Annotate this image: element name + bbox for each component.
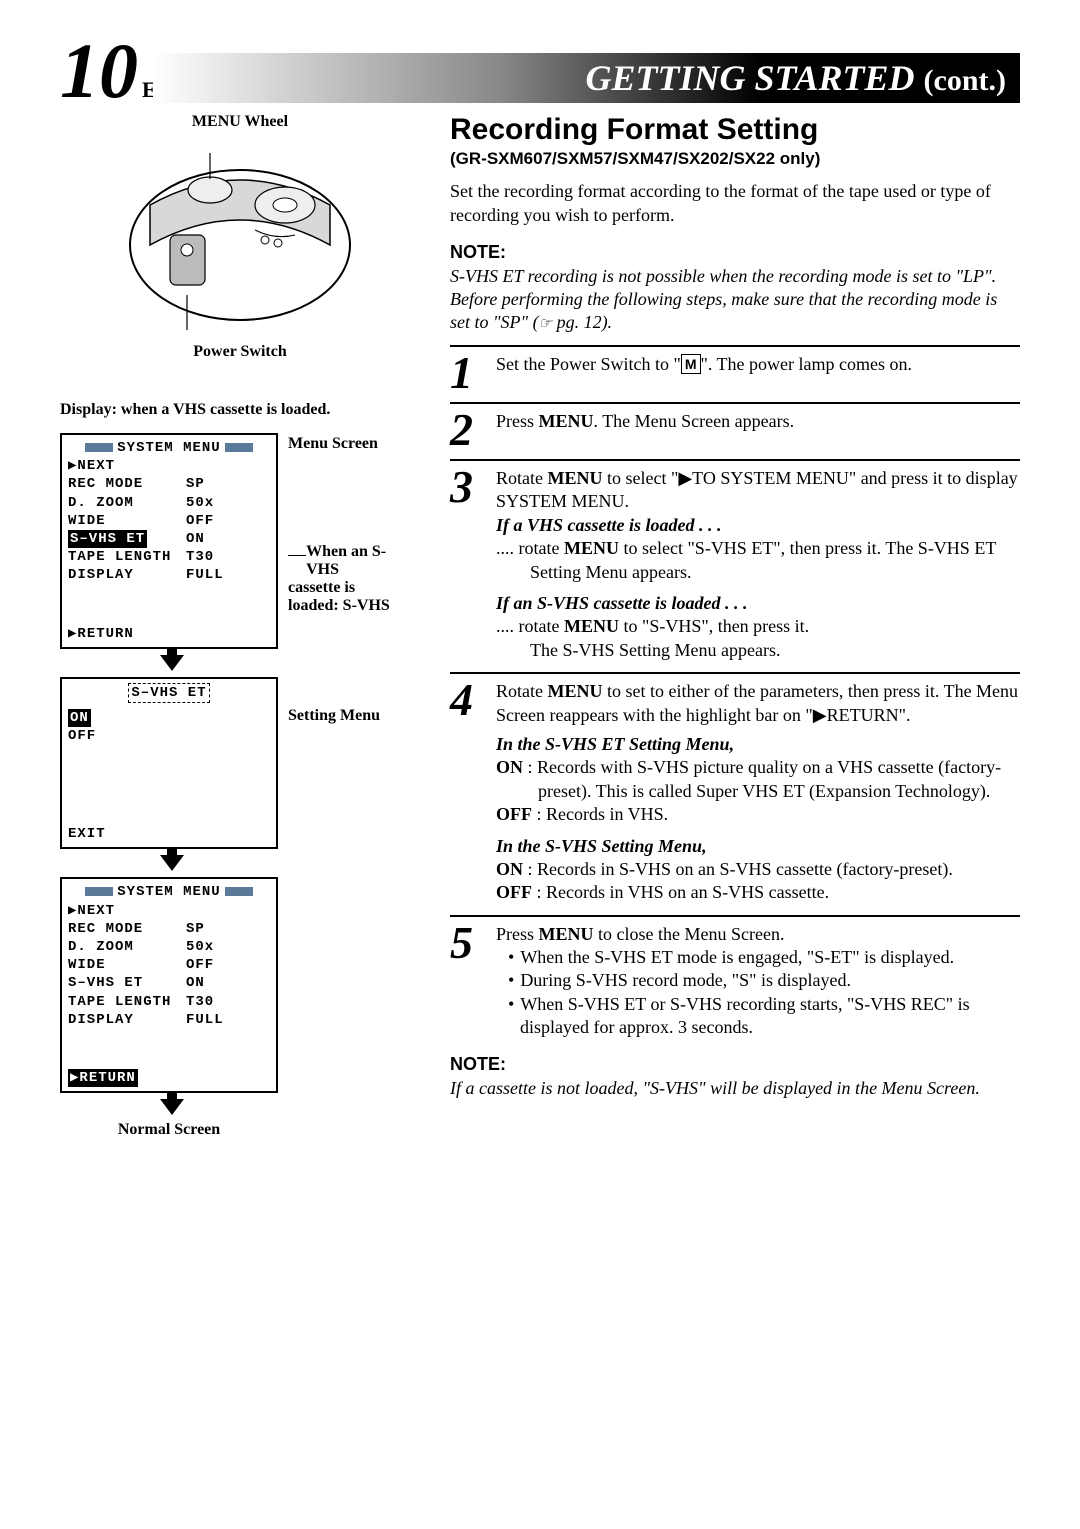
right-column: Recording Format Setting (GR-SXM607/SXM5… [450,113,1020,1143]
step3-vhs-head: If a VHS cassette is loaded . . . [496,514,1020,537]
menu3-r1v: SP [186,920,205,938]
camera-illustration [110,135,370,335]
setting-menu-block: S–VHS ET ON OFF EXIT [60,677,278,850]
menu3-r3k: WIDE [68,956,186,974]
menu-screen-block: SYSTEM MENU ▶NEXT REC MODESP D. ZOOM50x … [60,433,278,649]
step4-et-head: In the S-VHS ET Setting Menu, [496,733,1020,756]
step-5-number: 5 [450,923,486,1040]
section-banner: GETTING STARTED (cont.) [153,53,1020,103]
menu3-r6v: FULL [186,1011,224,1029]
menu3-r2k: D. ZOOM [68,938,186,956]
page-number-value: 10 [60,27,138,114]
step-4-body: Rotate MENU to set to either of the para… [496,680,1020,905]
step5-li1: When the S-VHS ET mode is engaged, "S-ET… [508,946,1020,969]
menu2-title: S–VHS ET [128,683,209,703]
menu2-exit: EXIT [68,825,270,843]
intro-text: Set the recording format according to th… [450,179,1020,228]
normal-screen-block: SYSTEM MENU ▶NEXT REC MODESP D. ZOOM50x … [60,877,278,1093]
note2-body: If a cassette is not loaded, "S-VHS" wil… [450,1077,1020,1100]
menu1-r3k: WIDE [68,512,186,530]
step-5: 5 Press MENU to close the Menu Screen. W… [450,923,1020,1040]
menu3-r3v: OFF [186,956,214,974]
arrow-down-icon [160,655,184,671]
menu3-r5v: T30 [186,993,214,1011]
step-2-body: Press MENU. The Menu Screen appears. [496,410,1020,449]
menu2-on: ON [68,709,91,727]
divider [450,345,1020,347]
divider [450,402,1020,404]
svhs-loaded-note: When an S-VHS cassette is loaded: S-VHS [288,543,408,615]
menu3-r4k: S–VHS ET [68,974,186,992]
menu1-r1v: SP [186,475,205,493]
menu1-r6k: DISPLAY [68,566,186,584]
menu3-r6k: DISPLAY [68,1011,186,1029]
menu1-r4v: ON [186,530,205,548]
menu3-r5k: TAPE LENGTH [68,993,186,1011]
banner-cont: (cont.) [924,64,1006,97]
menu3-title: SYSTEM MENU [113,883,224,901]
step3-svhs-head: If an S-VHS cassette is loaded . . . [496,592,1020,615]
step5-li2: During S-VHS record mode, "S" is display… [508,969,1020,992]
left-column: MENU Wheel Power Switch Display: when a … [60,113,420,1143]
menu1-title: SYSTEM MENU [113,439,224,457]
m-mode-icon: M [681,354,701,374]
menu1-r4k: S–VHS ET [68,530,147,548]
banner-title: GETTING STARTED [585,58,914,98]
menu1-next: ▶NEXT [68,457,270,475]
step-4-number: 4 [450,680,486,905]
menu3-next: ▶NEXT [68,902,270,920]
normal-screen-label: Normal Screen [60,1121,278,1139]
step-3: 3 Rotate MENU to select "▶TO SYSTEM MENU… [450,467,1020,662]
divider [450,459,1020,461]
menu3-r4v: ON [186,974,205,992]
display-caption: Display: when a VHS cassette is loaded. [60,401,420,419]
page-header: 10EN GETTING STARTED (cont.) [60,40,1020,103]
step-5-body: Press MENU to close the Menu Screen. Whe… [496,923,1020,1040]
menu3-r2v: 50x [186,938,214,956]
note2-head: NOTE: [450,1054,1020,1075]
step-3-body: Rotate MENU to select "▶TO SYSTEM MENU" … [496,467,1020,662]
menu3-r1k: REC MODE [68,920,186,938]
step-1-body: Set the Power Switch to "M". The power l… [496,353,1020,392]
menu1-r1k: REC MODE [68,475,186,493]
menu-screen-label: Menu Screen [288,435,408,453]
note1-head: NOTE: [450,242,1020,263]
menu1-r2k: D. ZOOM [68,494,186,512]
menu1-r6v: FULL [186,566,224,584]
menu1-r5v: T30 [186,548,214,566]
section-title: Recording Format Setting [450,113,1020,147]
menu1-return: ▶RETURN [68,625,270,643]
step-1: 1 Set the Power Switch to "M". The power… [450,353,1020,392]
divider [450,672,1020,674]
menu3-return: ▶RETURN [68,1069,138,1087]
menu1-r3v: OFF [186,512,214,530]
note1-body: S-VHS ET recording is not possible when … [450,265,1020,335]
step-3-number: 3 [450,467,486,662]
divider [450,915,1020,917]
section-subtitle: (GR-SXM607/SXM57/SXM47/SX202/SX22 only) [450,149,1020,169]
page-ref-icon: ☞ [539,316,552,332]
step-4: 4 Rotate MENU to set to either of the pa… [450,680,1020,905]
step5-li3: When S-VHS ET or S-VHS recording starts,… [508,993,1020,1040]
step-2-number: 2 [450,410,486,449]
arrow-down-icon [160,1099,184,1115]
setting-menu-label: Setting Menu [288,677,380,725]
menu1-r2v: 50x [186,494,214,512]
power-switch-label: Power Switch [60,343,420,361]
menu2-off: OFF [68,727,270,745]
step-1-number: 1 [450,353,486,392]
step4-svhs-head: In the S-VHS Setting Menu, [496,835,1020,858]
menu-wheel-label: MENU Wheel [60,113,420,131]
arrow-down-icon [160,855,184,871]
menu1-r5k: TAPE LENGTH [68,548,186,566]
step-2: 2 Press MENU. The Menu Screen appears. [450,410,1020,449]
